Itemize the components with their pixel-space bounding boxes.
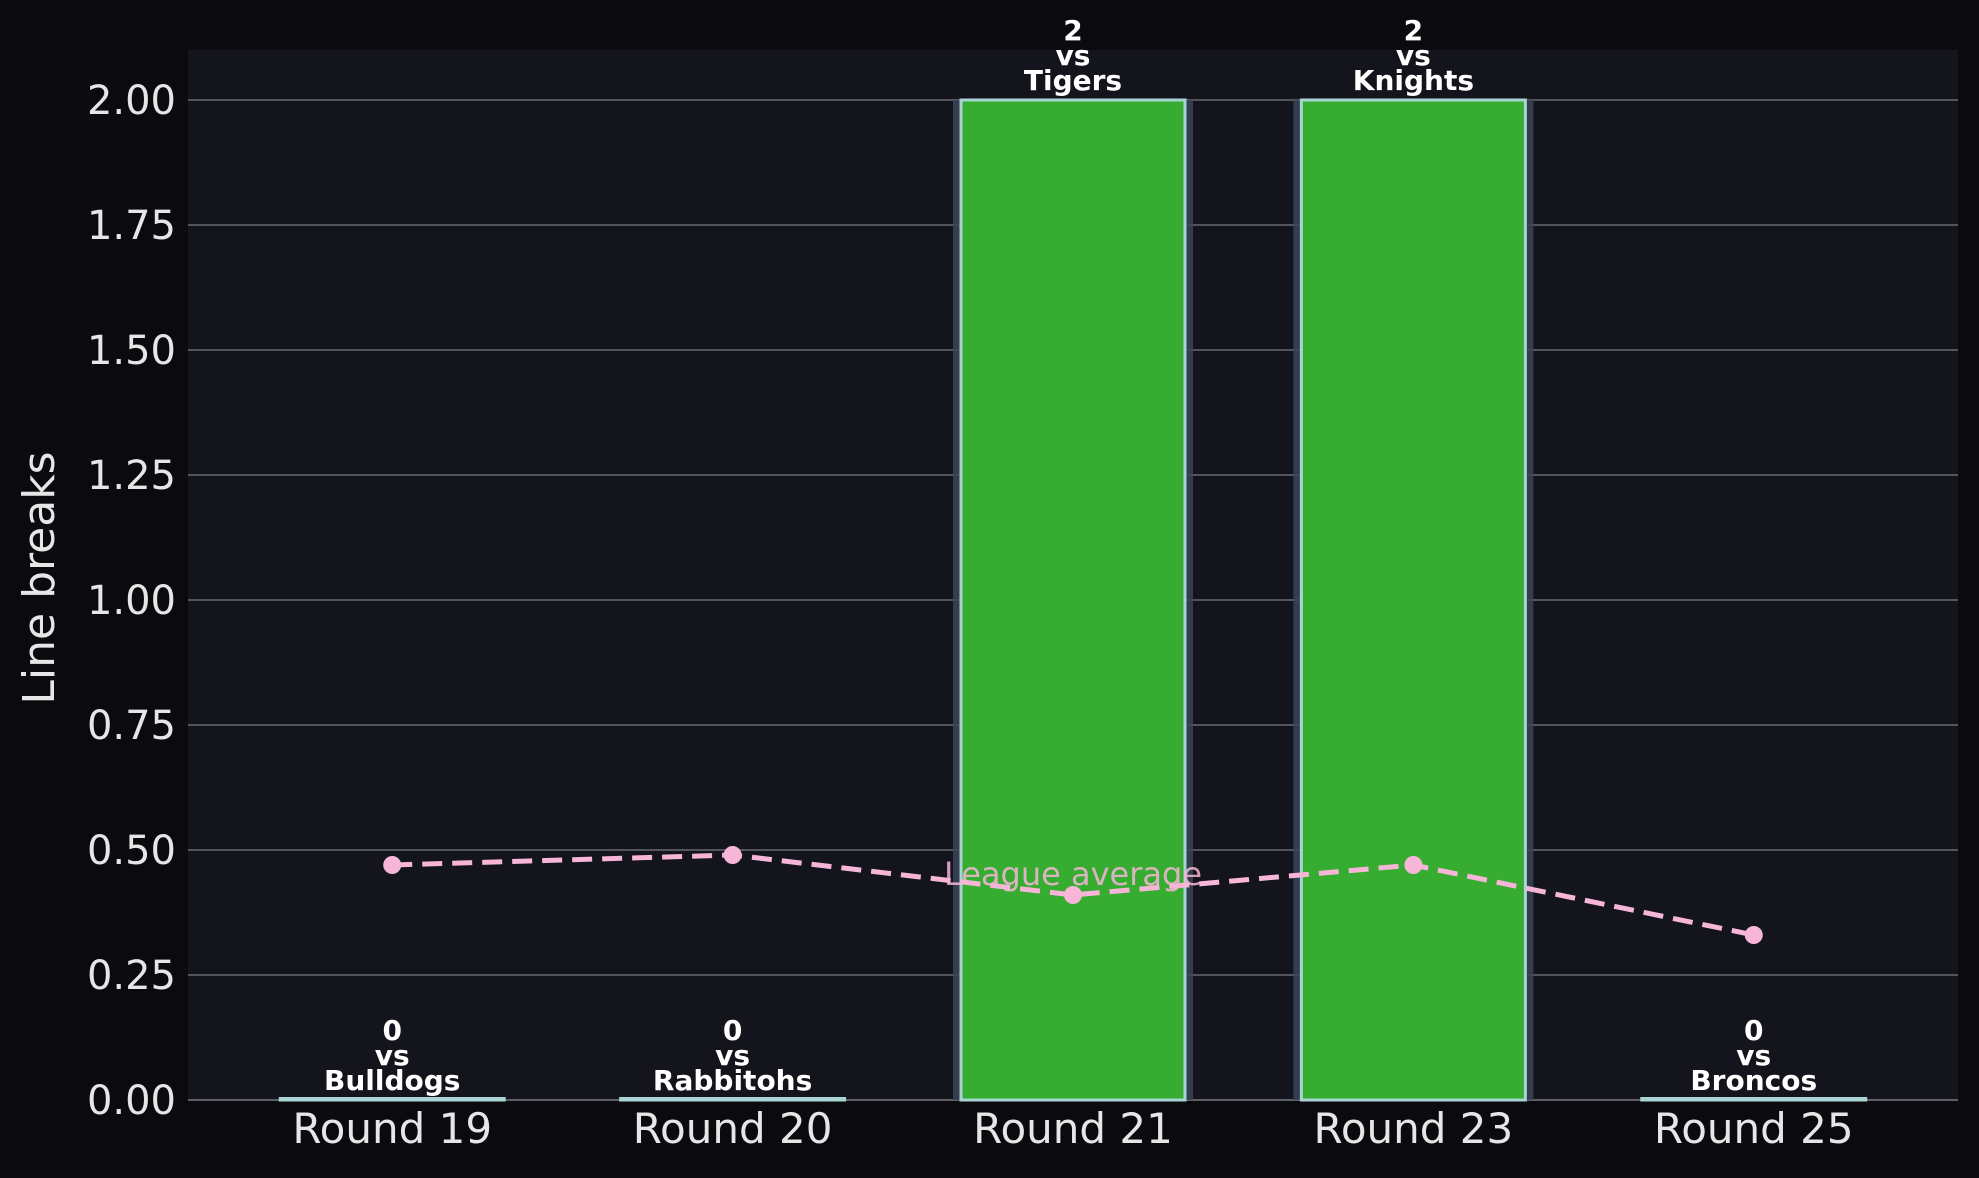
y-tick-label: 0.00: [87, 1078, 176, 1124]
bar-value-label: vs: [715, 1039, 750, 1072]
y-tick-label: 1.50: [87, 328, 176, 374]
bar-value-label: vs: [1056, 39, 1091, 72]
y-tick-label: 2.00: [87, 78, 176, 124]
y-tick-label: 1.00: [87, 578, 176, 624]
y-axis-ticks: 0.00 0.25 0.50 0.75 1.00 1.25 1.50 1.75 2.00: [87, 78, 176, 1124]
average-point: [723, 846, 742, 864]
bar: [959, 98, 1187, 1102]
x-tick-label: Round 25: [1654, 1104, 1854, 1153]
y-tick-label: 1.25: [87, 453, 176, 499]
y-tick-label: 0.25: [87, 953, 176, 999]
data-labels: 0vsBulldogs0vsRabbitohs2vsTigers2vsKnigh…: [324, 14, 1817, 1097]
average-line: League average: [383, 846, 1763, 944]
y-tick-label: 0.75: [87, 703, 176, 749]
bar: [1640, 1097, 1868, 1102]
bar: [1299, 98, 1527, 1102]
bars: [278, 98, 1868, 1102]
bar-value-label: 2: [1404, 14, 1423, 47]
bar-value-label: vs: [1396, 39, 1431, 72]
bar: [619, 1097, 847, 1102]
x-tick-label: Round 20: [633, 1104, 833, 1153]
x-tick-label: Round 23: [1314, 1104, 1514, 1153]
bar-value-label: 0: [723, 1014, 742, 1047]
bar-value-label: 0: [382, 1014, 401, 1047]
bar-value-label: Broncos: [1690, 1064, 1817, 1097]
bar-value-label: Bulldogs: [324, 1064, 460, 1097]
bar-value-label: 2: [1063, 14, 1082, 47]
bar-value-label: Knights: [1353, 64, 1474, 97]
bar-value-label: Rabbitohs: [653, 1064, 812, 1097]
average-point: [1404, 856, 1423, 874]
y-tick-label: 1.75: [87, 203, 176, 249]
y-axis-label: Line breaks: [14, 451, 65, 704]
bar-value-label: vs: [375, 1039, 410, 1072]
bar-value-label: Tigers: [1024, 64, 1122, 97]
x-tick-label: Round 21: [973, 1104, 1173, 1153]
average-line-path: [392, 852, 1755, 938]
bar-value-label: vs: [1736, 1039, 1771, 1072]
x-axis-ticks: Round 19 Round 20 Round 21 Round 23 Round 25: [292, 1104, 1853, 1153]
x-tick-label: Round 19: [292, 1104, 492, 1153]
average-point: [1064, 886, 1082, 904]
bar-value-label: 0: [1744, 1014, 1763, 1047]
average-line-label: League average: [944, 855, 1202, 893]
bar: [278, 1097, 506, 1102]
y-tick-label: 0.50: [87, 828, 176, 874]
average-point: [1744, 926, 1763, 944]
average-point: [383, 856, 402, 874]
